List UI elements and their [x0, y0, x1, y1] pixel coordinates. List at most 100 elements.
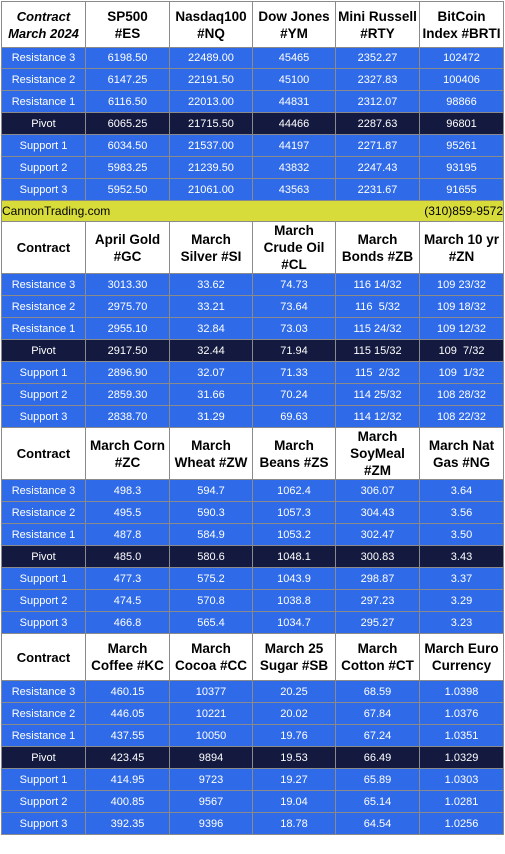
value-cell: 2352.27 — [335, 47, 420, 69]
column-header-cell: March Cotton #CT — [335, 633, 420, 681]
value-cell: 32.07 — [169, 361, 253, 384]
value-cell: 68.59 — [335, 680, 420, 703]
value-cell: 1.0351 — [419, 724, 504, 747]
value-cell: 2896.90 — [85, 361, 170, 384]
value-cell: 115 24/32 — [335, 317, 420, 340]
contact-banner: CannonTrading.com (310)859-9572 — [1, 200, 504, 222]
value-cell: 70.24 — [252, 383, 336, 406]
value-cell: 3013.30 — [85, 273, 170, 296]
row-label: Support 1 — [1, 361, 86, 384]
value-cell: 1057.3 — [252, 501, 336, 524]
value-cell: 594.7 — [169, 479, 253, 502]
row-label: Support 2 — [1, 589, 86, 612]
table-row-resistance-2: Resistance 2 2975.70 33.21 73.64 116 5/32 109… — [1, 295, 504, 318]
value-cell: 2327.83 — [335, 68, 420, 91]
value-cell: 71.33 — [252, 361, 336, 384]
value-cell: 1043.9 — [252, 567, 336, 590]
value-cell: 67.24 — [335, 724, 420, 747]
table-row-support-1: Support 1 6034.50 21537.00 44197 2271.87 9526… — [1, 134, 504, 157]
value-cell: 3.64 — [419, 479, 504, 502]
column-header-cell: March Beans #ZS — [252, 427, 336, 480]
value-cell: 2312.07 — [335, 90, 420, 113]
row-label: Resistance 3 — [1, 273, 86, 296]
section-header-row: Contract March 2024 SP500 #ES Nasdaq100 #NQ Do… — [1, 1, 504, 48]
value-cell: 45465 — [252, 47, 336, 69]
row-label: Resistance 2 — [1, 295, 86, 318]
value-cell: 3.23 — [419, 611, 504, 634]
row-label: Support 1 — [1, 567, 86, 590]
value-cell: 2231.67 — [335, 178, 420, 201]
value-cell: 495.5 — [85, 501, 170, 524]
table-row-resistance-2: Resistance 2 6147.25 22191.50 45100 2327.83 1… — [1, 68, 504, 91]
row-label: Support 1 — [1, 134, 86, 157]
table-row-support-3: Support 3 2838.70 31.29 69.63 114 12/32 108 2… — [1, 405, 504, 428]
value-cell: 109 1/32 — [419, 361, 504, 384]
value-cell: 477.3 — [85, 567, 170, 590]
table-row-resistance-1: Resistance 1 6116.50 22013.00 44831 2312.07 9… — [1, 90, 504, 113]
value-cell: 2287.63 — [335, 112, 420, 135]
value-cell: 1.0398 — [419, 680, 504, 703]
value-cell: 3.43 — [419, 545, 504, 568]
value-cell: 31.29 — [169, 405, 253, 428]
value-cell: 115 2/32 — [335, 361, 420, 384]
value-cell: 73.64 — [252, 295, 336, 318]
value-cell: 20.02 — [252, 702, 336, 725]
row-label: Pivot — [1, 112, 86, 135]
row-label: Resistance 1 — [1, 523, 86, 546]
value-cell: 2271.87 — [335, 134, 420, 157]
row-label: Resistance 3 — [1, 47, 86, 69]
row-label: Resistance 3 — [1, 479, 86, 502]
table-row-resistance-1: Resistance 1 437.55 10050 19.76 67.24 1.0351 — [1, 724, 504, 747]
table-row-support-1: Support 1 414.95 9723 19.27 65.89 1.0303 — [1, 768, 504, 791]
value-cell: 116 5/32 — [335, 295, 420, 318]
table-row-resistance-1: Resistance 1 487.8 584.9 1053.2 302.47 3.50 — [1, 523, 504, 546]
table-row-support-2: Support 2 474.5 570.8 1038.8 297.23 3.29 — [1, 589, 504, 612]
value-cell: 295.27 — [335, 611, 420, 634]
value-cell: 2838.70 — [85, 405, 170, 428]
value-cell: 74.73 — [252, 273, 336, 296]
value-cell: 9567 — [169, 790, 253, 813]
row-label: Resistance 2 — [1, 68, 86, 91]
value-cell: 565.4 — [169, 611, 253, 634]
contract-header-cell: Contract March 2024 — [1, 1, 86, 48]
value-cell: 474.5 — [85, 589, 170, 612]
value-cell: 32.44 — [169, 339, 253, 362]
table-row-support-3: Support 3 5952.50 21061.00 43563 2231.67 9165… — [1, 178, 504, 201]
value-cell: 6034.50 — [85, 134, 170, 157]
row-label: Support 2 — [1, 790, 86, 813]
value-cell: 33.62 — [169, 273, 253, 296]
value-cell: 6065.25 — [85, 112, 170, 135]
table-row-support-2: Support 2 5983.25 21239.50 43832 2247.43 9319… — [1, 156, 504, 179]
value-cell: 69.63 — [252, 405, 336, 428]
table-row-support-3: Support 3 392.35 9396 18.78 64.54 1.0256 — [1, 812, 504, 835]
value-cell: 1038.8 — [252, 589, 336, 612]
value-cell: 300.83 — [335, 545, 420, 568]
value-cell: 109 7/32 — [419, 339, 504, 362]
value-cell: 460.15 — [85, 680, 170, 703]
value-cell: 32.84 — [169, 317, 253, 340]
row-label: Resistance 2 — [1, 501, 86, 524]
value-cell: 44197 — [252, 134, 336, 157]
row-label: Support 3 — [1, 611, 86, 634]
value-cell: 43832 — [252, 156, 336, 179]
value-cell: 114 25/32 — [335, 383, 420, 406]
value-cell: 10050 — [169, 724, 253, 747]
value-cell: 6147.25 — [85, 68, 170, 91]
value-cell: 1048.1 — [252, 545, 336, 568]
value-cell: 485.0 — [85, 545, 170, 568]
value-cell: 67.84 — [335, 702, 420, 725]
pivot-levels-table: Contract March 2024 SP500 #ES Nasdaq100 #NQ Do… — [1, 1, 504, 835]
table-row-support-1: Support 1 477.3 575.2 1043.9 298.87 3.37 — [1, 567, 504, 590]
table-row-pivot: Pivot 485.0 580.6 1048.1 300.83 3.43 — [1, 545, 504, 568]
website-link[interactable]: CannonTrading.com — [2, 204, 111, 218]
row-label: Support 1 — [1, 768, 86, 791]
section-header-row: Contract March Coffee #KC March Cocoa #CC Mar… — [1, 633, 504, 681]
column-header-cell: BitCoin Index #BRTI — [419, 1, 504, 48]
table-row-pivot: Pivot 6065.25 21715.50 44466 2287.63 96801 — [1, 112, 504, 135]
value-cell: 304.43 — [335, 501, 420, 524]
value-cell: 95261 — [419, 134, 504, 157]
value-cell: 10377 — [169, 680, 253, 703]
value-cell: 93195 — [419, 156, 504, 179]
value-cell: 96801 — [419, 112, 504, 135]
value-cell: 3.50 — [419, 523, 504, 546]
